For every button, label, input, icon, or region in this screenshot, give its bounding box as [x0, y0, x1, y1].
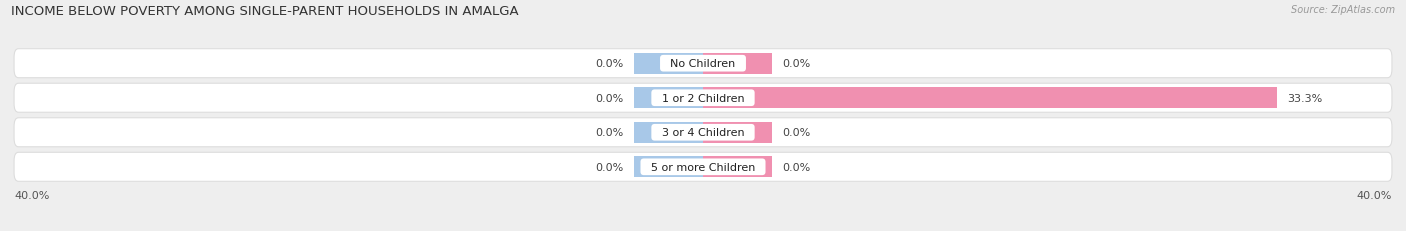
Text: INCOME BELOW POVERTY AMONG SINGLE-PARENT HOUSEHOLDS IN AMALGA: INCOME BELOW POVERTY AMONG SINGLE-PARENT…	[11, 5, 519, 18]
Text: 0.0%: 0.0%	[596, 93, 624, 103]
Text: 1 or 2 Children: 1 or 2 Children	[655, 93, 751, 103]
Bar	[634, 157, 703, 177]
Text: 5 or more Children: 5 or more Children	[644, 162, 762, 172]
Text: 3 or 4 Children: 3 or 4 Children	[655, 128, 751, 138]
FancyBboxPatch shape	[14, 118, 1392, 147]
Text: 0.0%: 0.0%	[596, 59, 624, 69]
FancyBboxPatch shape	[14, 49, 1392, 78]
Text: 0.0%: 0.0%	[596, 128, 624, 138]
Bar	[634, 54, 703, 74]
FancyBboxPatch shape	[14, 153, 1392, 182]
Text: 0.0%: 0.0%	[782, 59, 810, 69]
Bar	[703, 54, 772, 74]
Text: No Children: No Children	[664, 59, 742, 69]
Bar	[703, 157, 772, 177]
Text: 0.0%: 0.0%	[782, 128, 810, 138]
Text: 40.0%: 40.0%	[14, 190, 49, 200]
Text: 40.0%: 40.0%	[1357, 190, 1392, 200]
Bar	[703, 88, 1277, 109]
Text: 0.0%: 0.0%	[782, 162, 810, 172]
Bar	[703, 122, 772, 143]
Bar	[634, 88, 703, 109]
Text: Source: ZipAtlas.com: Source: ZipAtlas.com	[1291, 5, 1395, 15]
Text: 0.0%: 0.0%	[596, 162, 624, 172]
FancyBboxPatch shape	[14, 84, 1392, 113]
Text: 33.3%: 33.3%	[1286, 93, 1322, 103]
Bar	[634, 122, 703, 143]
